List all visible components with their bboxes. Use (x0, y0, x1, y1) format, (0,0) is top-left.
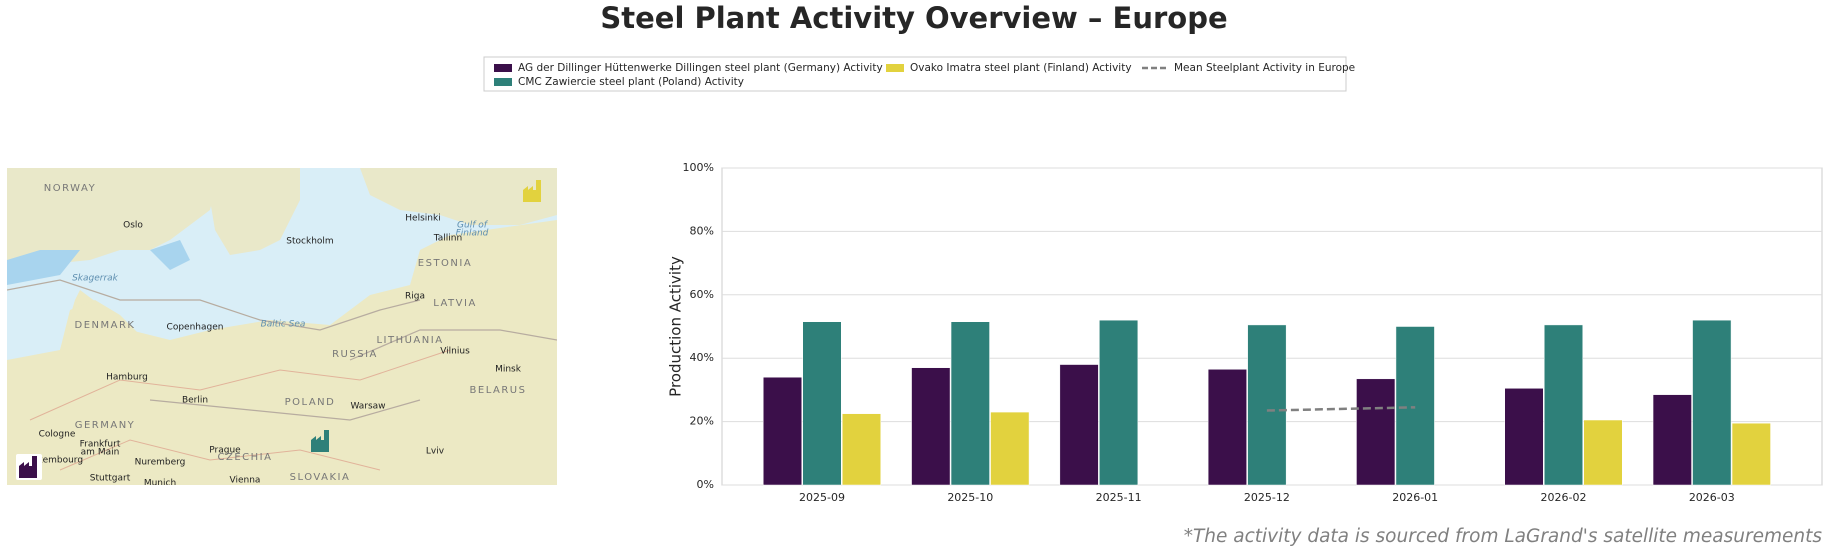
bar (763, 376, 802, 486)
footnote: *The activity data is sourced from LaGra… (1184, 526, 1823, 547)
bar (950, 321, 990, 486)
map-label: Copenhagen (167, 323, 224, 333)
map-label: Skagerrak (72, 274, 119, 284)
y-tick-label: 20% (690, 415, 714, 428)
map-label: am Main (81, 448, 120, 458)
bar (1247, 324, 1287, 486)
y-axis-label: Production Activity (667, 256, 685, 397)
x-tick-label: 2026-03 (1689, 491, 1735, 504)
map-label: LATVIA (433, 298, 477, 309)
map-label: Gulf of (457, 221, 489, 231)
map-label: LITHUANIA (376, 335, 443, 346)
map-label: Frankfurt (80, 440, 121, 450)
bar (1356, 378, 1396, 486)
map-label: Berlin (182, 396, 208, 406)
y-tick-label: 80% (690, 224, 714, 237)
x-tick-label: 2025-10 (947, 491, 993, 504)
plant-icon (523, 180, 541, 202)
map-label: RUSSIA (332, 349, 378, 360)
plant-icon (19, 456, 37, 478)
map-label: POLAND (285, 397, 336, 408)
map-label: Nuremberg (135, 458, 186, 468)
bar (1395, 326, 1435, 486)
map-label: Stockholm (286, 237, 333, 247)
x-tick-label: 2026-01 (1392, 491, 1438, 504)
x-tick-label: 2025-12 (1244, 491, 1290, 504)
y-tick-label: 0% (697, 478, 714, 491)
y-tick-label: 40% (690, 351, 714, 364)
legend-label: AG der Dillinger Hüttenwerke Dillingen s… (518, 62, 883, 74)
map-road (29, 349, 451, 471)
map-lake (150, 240, 190, 270)
bar (1099, 319, 1139, 486)
plot: 0% 20% 40% 60% 80% 100% Production Activity 202… (667, 161, 1823, 504)
map-land (210, 168, 300, 255)
map-land (60, 300, 140, 350)
map-label: Helsinki (405, 214, 440, 224)
map-land (7, 220, 557, 485)
map-label: Prague (209, 446, 241, 456)
bar (1207, 369, 1247, 486)
bar (802, 321, 842, 486)
map-label: Hamburg (106, 373, 148, 383)
map-label: Tallinn (433, 234, 462, 244)
legend-label: Ovako Imatra steel plant (Finland) Activ… (910, 62, 1132, 74)
x-tick-label: 2025-09 (799, 491, 845, 504)
legend-label: CMC Zawiercie steel plant (Poland) Activ… (518, 76, 744, 88)
map-land (360, 168, 557, 225)
map-label: ESTONIA (418, 258, 472, 269)
bar (1731, 422, 1771, 486)
map-label: BELARUS (470, 385, 527, 396)
map-label: Lviv (426, 447, 445, 457)
map-label: Minsk (495, 365, 522, 375)
bar (842, 413, 881, 486)
map-label: Stuttgart (90, 474, 131, 484)
map-label: Riga (405, 292, 425, 302)
map-label: GERMANY (75, 420, 136, 431)
legend: AG der Dillinger Hüttenwerke Dillingen s… (494, 62, 1355, 88)
x-tick-label: 2025-11 (1096, 491, 1142, 504)
legend-box (483, 56, 1347, 92)
y-tick-label: 60% (690, 288, 714, 301)
legend-swatch (886, 64, 904, 72)
bar (1059, 364, 1099, 486)
map-sea-deep (7, 250, 80, 285)
bar (1583, 419, 1623, 486)
map-border (7, 279, 557, 421)
map-label: CZECHIA (218, 452, 273, 463)
mean-line (1267, 390, 1712, 411)
map-label: SLOVAKIA (290, 472, 351, 483)
map-label: NORWAY (44, 183, 96, 194)
y-tick-label: 100% (683, 161, 714, 174)
bar (990, 411, 1030, 486)
bar (1652, 394, 1692, 486)
plant-icon (311, 430, 329, 452)
bar (1692, 319, 1732, 486)
map-label: DENMARK (75, 320, 136, 331)
bar (911, 367, 951, 486)
map-label: Munich (144, 479, 176, 489)
map-label: Vienna (230, 476, 261, 486)
map-label: Luxembourg (27, 456, 83, 466)
map-label: Oslo (123, 221, 143, 231)
map-label: Finland (456, 229, 489, 239)
map-label: Baltic Sea (261, 320, 306, 330)
map: NORWAY Oslo Stockholm Helsinki Gulf ofFinlan… (7, 168, 557, 489)
bar (1544, 324, 1583, 486)
chart-title: Steel Plant Activity Overview – Europe (600, 1, 1227, 35)
legend-label: Mean Steelplant Activity in Europe (1174, 62, 1355, 74)
map-label: Vilnius (440, 347, 470, 357)
bar (1504, 388, 1544, 486)
x-tick-label: 2026-02 (1541, 491, 1587, 504)
map-land (7, 168, 220, 275)
legend-swatch (494, 64, 512, 72)
legend-swatch (494, 78, 512, 86)
map-label: Cologne (39, 430, 76, 440)
map-label: Warsaw (350, 402, 385, 412)
